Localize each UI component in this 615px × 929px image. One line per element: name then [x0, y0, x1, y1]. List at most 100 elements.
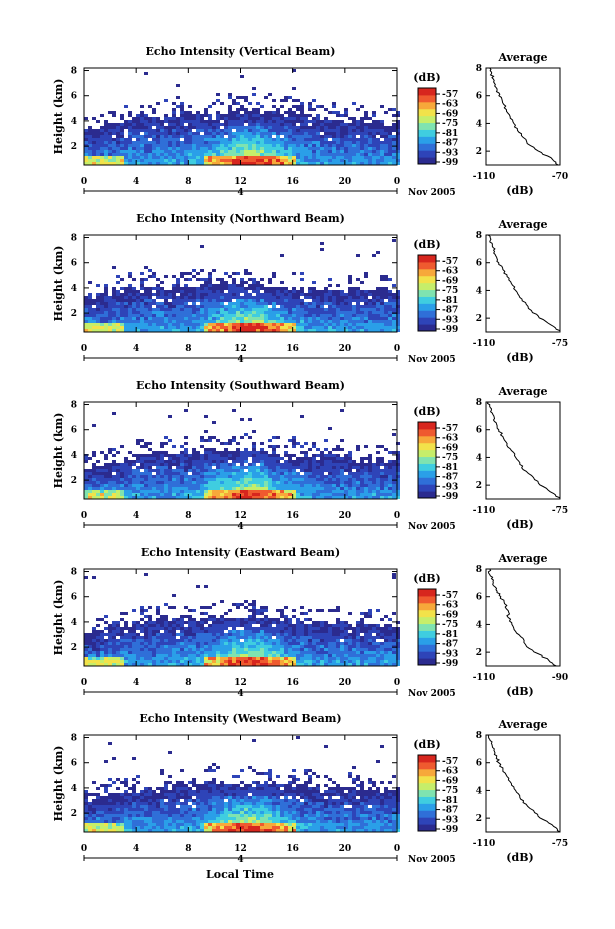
x-tick-label: 0 [81, 177, 87, 187]
panel-5: Echo Intensity (Westward Beam) 2 4 6 8 0 4 8 12 1… [52, 712, 568, 865]
colorbar-tick-label: -69 [442, 109, 458, 119]
x-tick-label: 8 [185, 344, 191, 354]
x-tick-label: 16 [286, 511, 299, 521]
x-tick-label: 8 [185, 177, 191, 187]
colorbar-tick-label: -63 [442, 100, 458, 110]
colorbar-tick-label: -57 [442, 591, 458, 601]
colorbar-tick-label: -75 [442, 620, 458, 630]
colorbar-cell [418, 609, 436, 618]
colorbar-tick-label: -99 [442, 492, 458, 502]
x-tick-label: 16 [286, 678, 299, 688]
colorbar-cell [418, 275, 436, 284]
average-y-tick-label: 2 [476, 314, 482, 324]
colorbar-cell [418, 623, 436, 631]
x-tick-label: 4 [133, 511, 139, 521]
average-x-tick-label: -110 [473, 339, 496, 349]
colorbar-tick-label: -81 [442, 630, 458, 640]
x-tick-label: 4 [133, 344, 139, 354]
colorbar-cell [418, 289, 436, 297]
colorbar-cell [418, 595, 436, 604]
average-title: Average [497, 385, 547, 398]
colorbar-tick-label: -93 [442, 315, 458, 325]
average-title: Average [497, 51, 547, 64]
colorbar-cell [418, 491, 436, 499]
colorbar-tick-label: -57 [442, 424, 458, 434]
colorbar-cell [418, 296, 436, 304]
y-tick-label: 4 [71, 284, 77, 294]
colorbar-cell [418, 484, 436, 492]
colorbar-unit: (dB) [413, 738, 440, 751]
x-tick-label: 12 [234, 344, 247, 354]
average-x-tick-label: -70 [552, 172, 568, 182]
colorbar-cell [418, 268, 436, 277]
colorbar-cell [418, 637, 436, 645]
colorbar-cell [418, 303, 436, 311]
heatmap-cells [84, 736, 400, 832]
day-label: 4 [237, 522, 243, 532]
colorbar-cell [418, 428, 436, 437]
average-y-tick-label: 2 [476, 147, 482, 157]
colorbar-tick-label: -75 [442, 786, 458, 796]
colorbar-tick-label: -69 [442, 776, 458, 786]
colorbar-tick-label: -81 [442, 463, 458, 473]
colorbar-cell [418, 324, 436, 332]
y-axis-label: Height (km) [52, 746, 65, 822]
colorbar-unit: (dB) [413, 71, 440, 84]
average-x-tick-label: -110 [473, 839, 496, 849]
y-axis-label: Height (km) [52, 413, 65, 489]
colorbar-tick-label: -87 [442, 139, 458, 149]
x-tick-label: 20 [339, 344, 352, 354]
colorbar-cell [418, 768, 436, 777]
colorbar-tick-label: -81 [442, 129, 458, 139]
x-tick-label: 20 [339, 177, 352, 187]
colorbar-cell [418, 449, 436, 458]
panel-title: Echo Intensity (Northward Beam) [136, 212, 345, 225]
day-label: 4 [237, 689, 243, 699]
colorbar-cell [418, 824, 436, 832]
heatmap-cells [84, 573, 400, 666]
colorbar-tick-label: -75 [442, 119, 458, 129]
colorbar-cell [418, 115, 436, 124]
colorbar-tick-label: -63 [442, 601, 458, 611]
colorbar-cell [418, 255, 436, 263]
day-label: 4 [237, 188, 243, 198]
colorbar-cell [418, 803, 436, 811]
average-x-label: (dB) [506, 518, 533, 531]
colorbar-cell [418, 775, 436, 784]
colorbar-frame [417, 588, 437, 666]
panel-title: Echo Intensity (Vertical Beam) [145, 45, 335, 58]
average-x-tick-label: -75 [552, 839, 568, 849]
colorbar-tick-label: -87 [442, 473, 458, 483]
y-tick-label: 2 [71, 142, 77, 152]
y-tick-label: 2 [71, 309, 77, 319]
y-tick-label: 8 [71, 734, 77, 744]
colorbar-cell [418, 108, 436, 117]
colorbar-cell [418, 442, 436, 451]
average-y-tick-label: 4 [476, 119, 482, 129]
x-tick-label: 0 [394, 177, 400, 187]
average-y-tick-label: 4 [476, 453, 482, 463]
average-y-tick-label: 6 [476, 92, 482, 102]
colorbar-tick-label: -69 [442, 276, 458, 286]
x-tick-label: 16 [286, 344, 299, 354]
colorbar-frame [417, 754, 437, 832]
colorbar-cell [418, 422, 436, 430]
average-title: Average [497, 718, 547, 731]
colorbar-cell [418, 94, 436, 103]
date-label: Nov 2005 [408, 188, 456, 198]
x-axis-label: Local Time [206, 868, 274, 881]
average-y-tick-label: 8 [476, 64, 482, 74]
average-x-label: (dB) [506, 351, 533, 364]
x-tick-label: 0 [81, 511, 87, 521]
x-tick-label: 8 [185, 511, 191, 521]
colorbar-cell [418, 101, 436, 110]
average-x-tick-label: -110 [473, 673, 496, 683]
colorbar-tick-label: -81 [442, 796, 458, 806]
x-tick-label: 20 [339, 511, 352, 521]
colorbar-cell [418, 456, 436, 464]
colorbar-tick-label: -57 [442, 757, 458, 767]
x-tick-label: 8 [185, 844, 191, 854]
average-x-tick-label: -110 [473, 172, 496, 182]
colorbar-cell [418, 435, 436, 444]
